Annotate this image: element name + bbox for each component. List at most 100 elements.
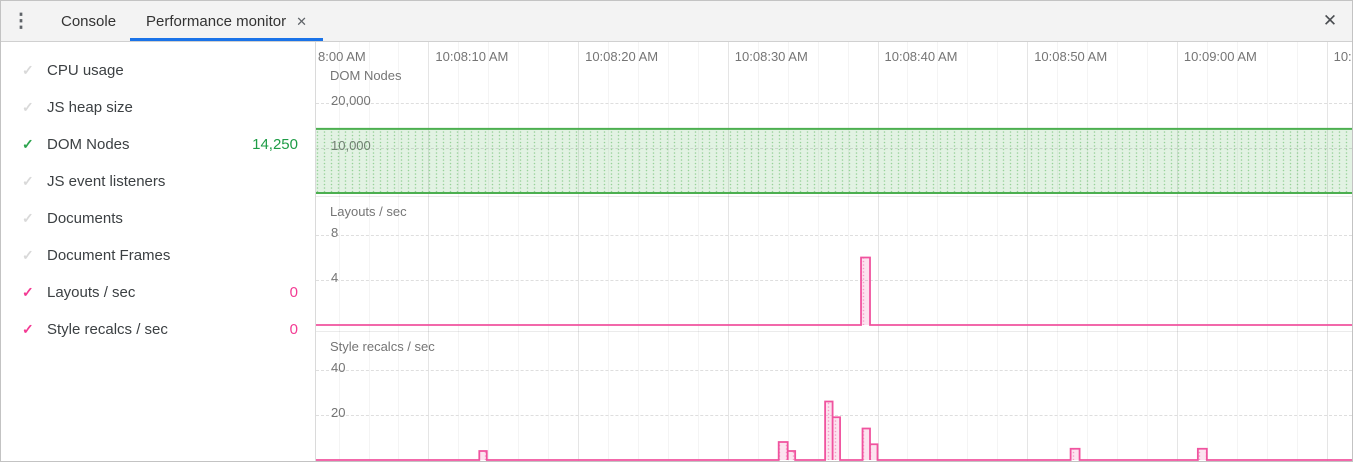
time-axis-label: 10:08:20 AM xyxy=(585,49,659,64)
devtools-drawer-toolbar: ⋮ Console Performance monitor ✕ ✕ xyxy=(1,1,1352,42)
grid-minor-line xyxy=(518,42,520,461)
y-tick-label: 8 xyxy=(331,225,339,240)
grid-minor-line xyxy=(458,42,460,461)
series-plot xyxy=(316,127,1352,194)
grid-minor-line xyxy=(1087,42,1089,461)
y-tick-label: 40 xyxy=(331,360,346,375)
time-axis-label: 10:09:10 AM xyxy=(1333,49,1352,64)
metric-value: 0 xyxy=(289,321,298,338)
metrics-sidebar: ✓ CPU usage ✓ JS heap size ✓ DOM Nodes 1… xyxy=(1,42,316,461)
grid-minor-line xyxy=(667,42,669,461)
grid-minor-line xyxy=(937,42,939,461)
sidebar-item-document-frames[interactable]: ✓ Document Frames xyxy=(1,237,315,274)
grid-minor-line xyxy=(1117,42,1119,461)
grid-minor-line xyxy=(817,42,819,461)
grid-major-line xyxy=(1326,42,1328,461)
grid-minor-line xyxy=(1296,42,1298,461)
y-tick-label: 20,000 xyxy=(331,93,371,108)
time-axis-label: 10:08:10 AM xyxy=(435,49,509,64)
grid-minor-line xyxy=(488,42,490,461)
series-plot xyxy=(316,400,1352,461)
grid-major-line xyxy=(578,42,580,461)
sidebar-item-style-recalcs-per-sec[interactable]: ✓ Style recalcs / sec 0 xyxy=(1,311,315,348)
time-axis-label: 10:09:00 AM xyxy=(1183,49,1257,64)
checkmark-icon: ✓ xyxy=(22,99,34,115)
checkmark-icon: ✓ xyxy=(22,210,34,226)
metric-value: 14,250 xyxy=(252,136,298,153)
y-grid-line xyxy=(316,280,1352,281)
checkmark-icon: ✓ xyxy=(22,62,34,78)
tab-performance-monitor-label: Performance monitor xyxy=(146,12,287,30)
grid-minor-line xyxy=(1057,42,1059,461)
checkmark-icon: ✓ xyxy=(22,284,34,300)
grid-minor-line xyxy=(907,42,909,461)
tab-console-label: Console xyxy=(61,12,117,30)
close-drawer-icon[interactable]: ✕ xyxy=(1322,11,1338,30)
grid-major-line xyxy=(727,42,729,461)
grid-minor-line xyxy=(1206,42,1208,461)
grid-minor-line xyxy=(548,42,550,461)
grid-minor-line xyxy=(398,42,400,461)
toolbar-spacer xyxy=(323,1,1308,41)
grid-minor-line xyxy=(608,42,610,461)
checkmark-icon: ✓ xyxy=(22,136,34,152)
metric-label: JS heap size xyxy=(47,99,133,116)
checkmark-icon: ✓ xyxy=(22,173,34,189)
grid-major-line xyxy=(1176,42,1178,461)
y-grid-line xyxy=(316,103,1352,104)
panel-content: ✓ CPU usage ✓ JS heap size ✓ DOM Nodes 1… xyxy=(1,42,1352,461)
grid-minor-line xyxy=(338,42,340,461)
checkmark-icon: ✓ xyxy=(22,247,34,263)
grid-minor-line xyxy=(637,42,639,461)
time-axis-label: 8:00 AM xyxy=(318,49,366,64)
metric-label: Style recalcs / sec xyxy=(47,321,168,338)
series-plot xyxy=(316,256,1352,326)
grid-minor-line xyxy=(847,42,849,461)
checkmark-icon: ✓ xyxy=(22,321,34,337)
sidebar-item-cpu-usage[interactable]: ✓ CPU usage xyxy=(1,52,315,89)
time-axis-label: 10:08:50 AM xyxy=(1034,49,1108,64)
y-grid-line xyxy=(316,370,1352,371)
chart-section-layouts-sec: 8 4 Layouts / sec xyxy=(316,197,1352,332)
grid-minor-line xyxy=(787,42,789,461)
sidebar-item-documents[interactable]: ✓ Documents xyxy=(1,200,315,237)
metric-label: Documents xyxy=(47,210,123,227)
grid-minor-line xyxy=(1146,42,1148,461)
chart-title: Style recalcs / sec xyxy=(330,339,435,354)
chart-section-style-recalcs-sec: 40 20 Style recalcs / sec xyxy=(316,332,1352,461)
tab-close-icon[interactable]: ✕ xyxy=(296,14,308,29)
time-axis-label: 10:08:30 AM xyxy=(734,49,808,64)
metric-label: JS event listeners xyxy=(47,173,166,190)
metric-label: DOM Nodes xyxy=(47,136,130,153)
chart-title: DOM Nodes xyxy=(330,68,402,83)
sidebar-item-js-heap-size[interactable]: ✓ JS heap size xyxy=(1,89,315,126)
grid-major-line xyxy=(428,42,430,461)
metric-label: Layouts / sec xyxy=(47,284,136,301)
time-axis-label: 10:08:40 AM xyxy=(884,49,958,64)
metric-label: Document Frames xyxy=(47,247,171,264)
sidebar-item-layouts-per-sec[interactable]: ✓ Layouts / sec 0 xyxy=(1,274,315,311)
tab-console[interactable]: Console xyxy=(47,1,130,41)
metric-label: CPU usage xyxy=(47,62,124,79)
y-grid-line xyxy=(316,415,1352,416)
sidebar-item-js-event-listeners[interactable]: ✓ JS event listeners xyxy=(1,163,315,200)
grid-minor-line xyxy=(697,42,699,461)
sidebar-item-dom-nodes[interactable]: ✓ DOM Nodes 14,250 xyxy=(1,126,315,163)
grid-minor-line xyxy=(997,42,999,461)
y-tick-label: 4 xyxy=(331,270,339,285)
grid-minor-line xyxy=(1236,42,1238,461)
grid-minor-line xyxy=(1266,42,1268,461)
chart-pane: 8:00 AM 10:08:10 AM 10:08:20 AM 10:08:30 AM… xyxy=(316,42,1352,461)
grid-major-line xyxy=(1027,42,1029,461)
grid-major-line xyxy=(877,42,879,461)
metric-value: 0 xyxy=(289,284,298,301)
grid-minor-line xyxy=(368,42,370,461)
chart-title: Layouts / sec xyxy=(330,204,407,219)
grid-minor-line xyxy=(757,42,759,461)
grid-minor-line xyxy=(967,42,969,461)
y-grid-line xyxy=(316,235,1352,236)
tab-performance-monitor[interactable]: Performance monitor ✕ xyxy=(130,1,323,41)
more-tools-menu-icon[interactable]: ⋮ xyxy=(11,10,31,32)
